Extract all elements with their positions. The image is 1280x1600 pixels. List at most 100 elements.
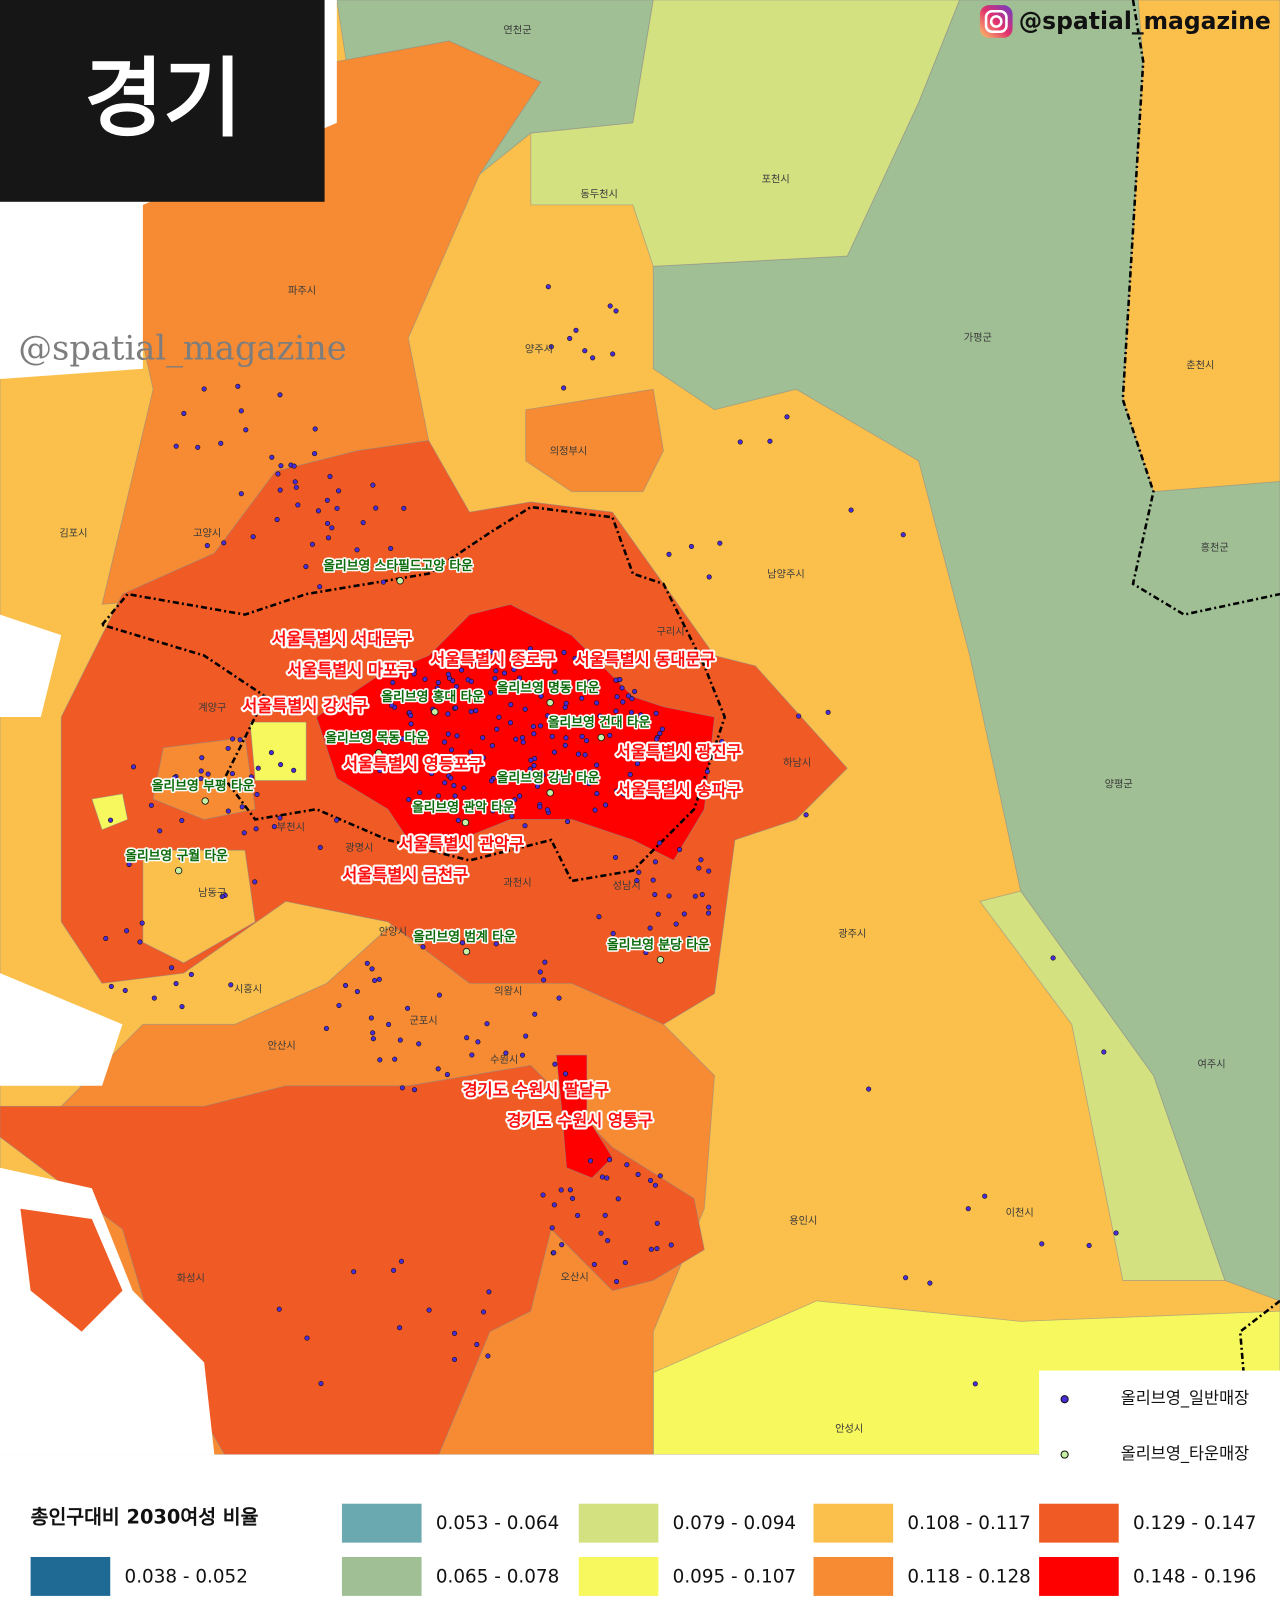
store-dot bbox=[429, 770, 435, 777]
store-dot bbox=[172, 775, 178, 781]
store-dot bbox=[342, 982, 349, 988]
store-dot bbox=[434, 761, 440, 767]
store-dot bbox=[475, 1039, 481, 1045]
store-dot bbox=[248, 774, 254, 780]
store-dot bbox=[394, 753, 400, 760]
store-dot bbox=[641, 715, 647, 721]
store-dot bbox=[370, 1030, 376, 1036]
store-dot bbox=[428, 807, 434, 813]
store-dot bbox=[558, 1187, 564, 1193]
town-dot bbox=[656, 956, 665, 964]
store-dot bbox=[500, 778, 506, 784]
store-dot bbox=[575, 751, 582, 757]
store-dot bbox=[705, 910, 712, 916]
store-dot bbox=[622, 1260, 628, 1266]
store-dot bbox=[441, 739, 448, 745]
store-dot bbox=[620, 699, 626, 705]
highlight-label: 서울특별시 영등포구 bbox=[343, 755, 484, 774]
store-dot bbox=[617, 676, 623, 683]
region-label: 안성시 bbox=[835, 1423, 863, 1435]
store-dot bbox=[517, 793, 523, 799]
store-dot bbox=[376, 976, 382, 982]
store-dot bbox=[386, 1021, 392, 1027]
town-label: 올리브영 구월 타운 bbox=[125, 848, 228, 864]
region-label: 광명시 bbox=[345, 842, 373, 854]
store-dot bbox=[587, 685, 593, 691]
region-label: 고양시 bbox=[193, 528, 221, 540]
highlight-label: 서울특별시 동대문구 bbox=[575, 650, 716, 669]
store-dot bbox=[553, 689, 559, 695]
store-dot bbox=[351, 1269, 357, 1275]
store-dot bbox=[390, 679, 396, 686]
store-dot bbox=[254, 791, 260, 798]
store-dot bbox=[205, 771, 211, 777]
store-dot bbox=[632, 688, 638, 694]
store-dot bbox=[432, 756, 438, 762]
store-dot bbox=[388, 545, 394, 551]
store-dot bbox=[442, 780, 448, 786]
store-dot bbox=[440, 762, 446, 768]
highlight-label: 서울특별시 광진구 bbox=[616, 742, 742, 761]
store-dot bbox=[607, 732, 613, 738]
store-dot bbox=[468, 709, 474, 715]
store-dot bbox=[445, 671, 451, 677]
store-dot bbox=[519, 1052, 526, 1058]
store-dot bbox=[803, 812, 809, 818]
store-points bbox=[103, 284, 1119, 1413]
store-dot bbox=[586, 778, 592, 784]
store-dot bbox=[293, 484, 299, 490]
highlight-label: 서울특별시 송파구 bbox=[616, 780, 742, 799]
store-dot bbox=[312, 451, 318, 457]
store-dot bbox=[451, 1330, 458, 1336]
store-dot bbox=[456, 653, 462, 659]
town-label: 올리브영 명동 타운 bbox=[497, 680, 600, 696]
store-dot bbox=[464, 1035, 470, 1041]
store-dot bbox=[397, 1325, 403, 1331]
store-dot bbox=[392, 1056, 398, 1062]
store-dot bbox=[666, 893, 672, 899]
store-dot bbox=[389, 702, 395, 708]
store-dot bbox=[613, 677, 619, 683]
store-dot bbox=[643, 949, 649, 956]
region-label: 하남시 bbox=[783, 756, 811, 769]
store-dot bbox=[370, 1036, 376, 1042]
store-dot bbox=[1050, 955, 1056, 961]
store-dot bbox=[605, 1238, 611, 1244]
store-dot bbox=[435, 1066, 441, 1072]
store-dot bbox=[511, 667, 517, 673]
store-dot bbox=[562, 742, 568, 748]
store-dot bbox=[473, 799, 479, 805]
store-dot bbox=[201, 386, 207, 392]
legend-label: 0.095 - 0.107 bbox=[673, 1566, 796, 1587]
store-dot bbox=[448, 754, 454, 760]
store-dot bbox=[552, 669, 558, 675]
store-dot bbox=[594, 762, 600, 768]
store-dot bbox=[629, 696, 635, 702]
store-dot bbox=[218, 440, 224, 446]
town-dot bbox=[462, 947, 471, 956]
store-dot bbox=[551, 749, 558, 755]
store-dot bbox=[655, 911, 661, 917]
store-dot bbox=[704, 768, 710, 775]
store-dot bbox=[548, 344, 554, 350]
store-dot bbox=[634, 761, 640, 767]
store-dot bbox=[169, 965, 175, 971]
region-area bbox=[142, 849, 256, 964]
store-dot bbox=[452, 793, 458, 799]
legend-swatch bbox=[341, 1503, 422, 1543]
store-dot bbox=[473, 658, 479, 664]
store-dot bbox=[225, 808, 231, 814]
store-dot bbox=[582, 348, 588, 354]
store-dot bbox=[522, 706, 528, 712]
region-label: 양주시 bbox=[525, 343, 553, 355]
watermark: @spatial_magazine bbox=[18, 328, 346, 368]
store-dot bbox=[451, 782, 457, 789]
store-dot bbox=[292, 479, 298, 485]
store-dot bbox=[243, 427, 249, 433]
store-dot bbox=[530, 723, 536, 730]
region-label: 가평군 bbox=[964, 332, 992, 344]
store-dot bbox=[469, 1052, 475, 1058]
store-dot bbox=[336, 1002, 342, 1008]
legend-point-label: 올리브영_일반매장 bbox=[1121, 1389, 1249, 1409]
